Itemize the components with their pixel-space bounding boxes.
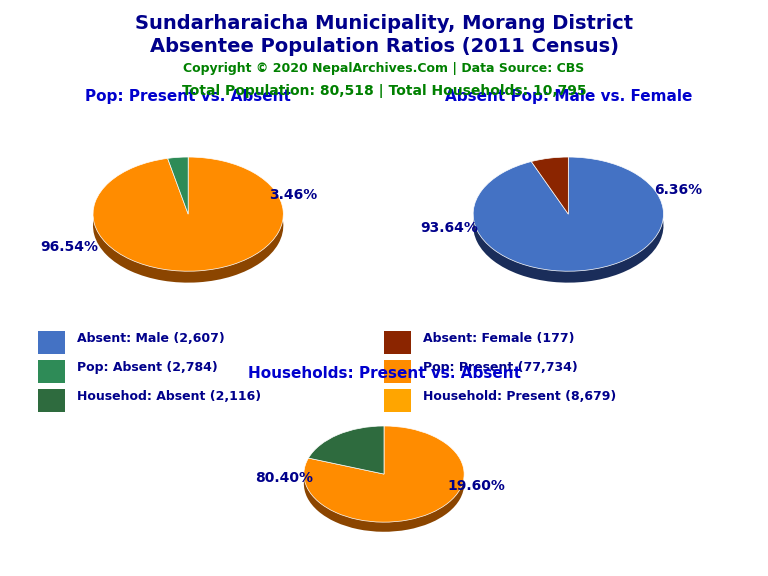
Wedge shape: [473, 157, 664, 271]
Wedge shape: [473, 168, 664, 283]
Wedge shape: [304, 426, 464, 522]
FancyBboxPatch shape: [38, 389, 65, 412]
FancyBboxPatch shape: [38, 360, 65, 382]
Wedge shape: [167, 157, 188, 214]
Wedge shape: [93, 157, 283, 271]
Wedge shape: [531, 157, 568, 214]
Wedge shape: [304, 435, 464, 532]
FancyBboxPatch shape: [384, 360, 411, 382]
Text: 19.60%: 19.60%: [447, 479, 505, 493]
Text: Copyright © 2020 NepalArchives.Com | Data Source: CBS: Copyright © 2020 NepalArchives.Com | Dat…: [184, 62, 584, 75]
Text: 96.54%: 96.54%: [40, 240, 98, 255]
Text: 93.64%: 93.64%: [420, 221, 478, 236]
Title: Households: Present vs. Absent: Households: Present vs. Absent: [247, 366, 521, 381]
Text: Sundarharaicha Municipality, Morang District: Sundarharaicha Municipality, Morang Dist…: [135, 14, 633, 33]
Text: Total Population: 80,518 | Total Households: 10,795: Total Population: 80,518 | Total Househo…: [182, 84, 586, 97]
Wedge shape: [93, 168, 283, 283]
Text: 80.40%: 80.40%: [255, 471, 313, 485]
FancyBboxPatch shape: [38, 331, 65, 354]
Text: Absentee Population Ratios (2011 Census): Absentee Population Ratios (2011 Census): [150, 37, 618, 56]
Text: Household: Present (8,679): Household: Present (8,679): [423, 390, 616, 403]
Text: 3.46%: 3.46%: [269, 188, 317, 202]
Text: 6.36%: 6.36%: [654, 183, 702, 198]
Text: Absent: Female (177): Absent: Female (177): [423, 332, 574, 345]
Title: Absent Pop: Male vs. Female: Absent Pop: Male vs. Female: [445, 89, 692, 104]
Text: Pop: Absent (2,784): Pop: Absent (2,784): [77, 361, 217, 374]
Wedge shape: [167, 168, 188, 226]
Text: Househod: Absent (2,116): Househod: Absent (2,116): [77, 390, 261, 403]
Wedge shape: [309, 435, 384, 484]
Text: Absent: Male (2,607): Absent: Male (2,607): [77, 332, 224, 345]
Title: Pop: Present vs. Absent: Pop: Present vs. Absent: [85, 89, 291, 104]
Text: Pop: Present (77,734): Pop: Present (77,734): [423, 361, 578, 374]
FancyBboxPatch shape: [384, 389, 411, 412]
Wedge shape: [531, 168, 568, 226]
FancyBboxPatch shape: [384, 331, 411, 354]
Wedge shape: [309, 426, 384, 474]
